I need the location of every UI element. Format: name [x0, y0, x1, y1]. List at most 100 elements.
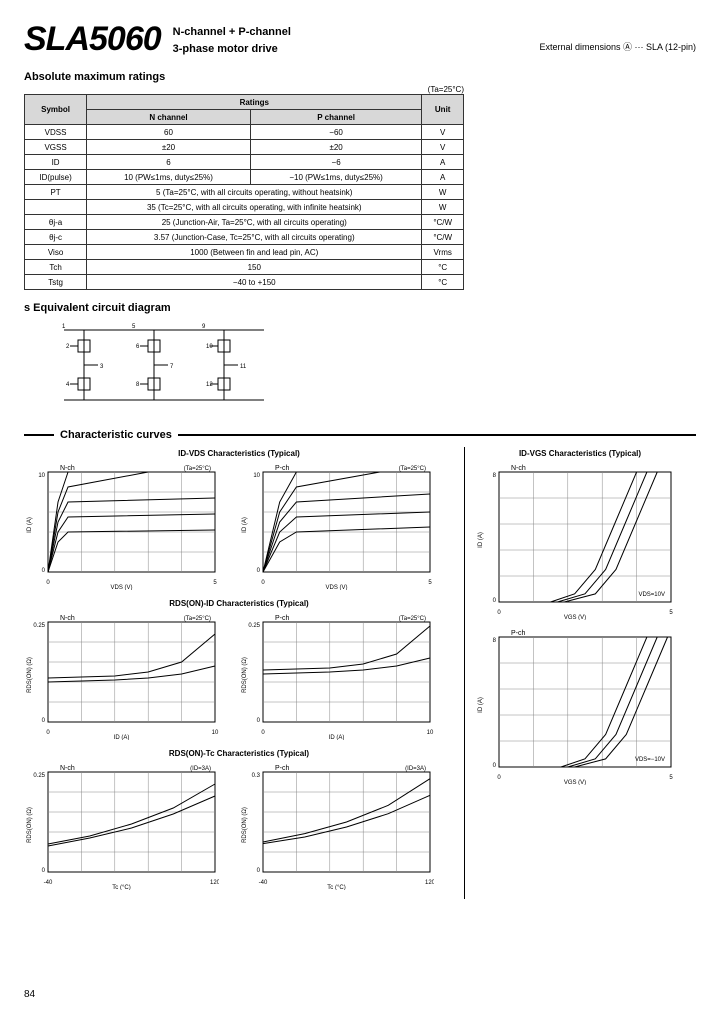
table-row: ID6−6A: [25, 155, 464, 170]
svg-text:RDS(ON) (Ω): RDS(ON) (Ω): [27, 807, 33, 843]
chart: -4012000.3P-ch(ID=3A)Tc (°C)RDS(ON) (Ω): [239, 760, 434, 890]
svg-text:(ID=3A): (ID=3A): [190, 766, 211, 772]
chart-row: -40 120 0 0.25 N-ch (ID=3A) Tc (°C) RDS(ON) (Ω)…: [24, 760, 454, 895]
circuit-title: s Equivalent circuit diagram: [24, 302, 696, 314]
svg-text:ID (A): ID (A): [478, 697, 484, 713]
svg-text:120: 120: [210, 880, 219, 886]
chart: 0508N-chVDS=10VVGS (V)ID (A): [475, 460, 675, 620]
table-row: VDSS60−60V: [25, 125, 464, 140]
curves-section: ID-VDS Characteristics (Typical) 0 5 0 10 N-c…: [24, 447, 696, 899]
svg-text:1: 1: [62, 324, 66, 330]
svg-text:RDS(ON) (Ω): RDS(ON) (Ω): [27, 657, 33, 693]
desc-line1: N-channel + P-channel: [173, 24, 291, 41]
svg-text:0: 0: [493, 763, 497, 769]
chart: 01000.25P-ch(Ta=25°C)ID (A)RDS(ON) (Ω): [239, 610, 434, 740]
svg-text:10: 10: [206, 344, 213, 350]
chart-title: ID-VDS Characteristics (Typical): [24, 449, 454, 458]
chart-cell: 0508N-chVDS=10VVGS (V)ID (A): [475, 460, 685, 625]
chart: 05010N-ch(Ta=25°C)VDS (V)ID (A): [24, 460, 219, 590]
svg-text:0: 0: [42, 718, 46, 724]
svg-text:(Ta=25°C): (Ta=25°C): [184, 466, 211, 472]
desc-line2: 3-phase motor drive: [173, 41, 291, 58]
chart-row: 0 5 0 10 N-ch (Ta=25°C) VDS (V) ID (A) 0 5 0 10 P-ch…: [24, 460, 454, 595]
chart: -40 120 0 0.25 N-ch (ID=3A) Tc (°C) RDS(ON) (Ω): [24, 760, 219, 890]
svg-text:5: 5: [428, 580, 432, 586]
col-ratings: Ratings: [87, 95, 422, 110]
col-symbol: Symbol: [25, 95, 87, 125]
svg-text:0: 0: [42, 568, 46, 574]
svg-text:10: 10: [253, 473, 260, 479]
chart-title: RDS(ON)-Tc Characteristics (Typical): [24, 749, 454, 758]
svg-text:(Ta=25°C): (Ta=25°C): [399, 616, 426, 622]
svg-text:(Ta=25°C): (Ta=25°C): [184, 616, 211, 622]
curves-title: Characteristic curves: [24, 429, 696, 441]
table-row: VGSS±20±20V: [25, 140, 464, 155]
svg-text:0.25: 0.25: [248, 623, 260, 629]
svg-text:0: 0: [257, 718, 261, 724]
svg-text:N-ch: N-ch: [60, 465, 75, 472]
table-row: PT5 (Ta=25°C, with all circuits operatin…: [25, 185, 464, 200]
svg-text:8: 8: [136, 382, 140, 388]
svg-text:Tc (°C): Tc (°C): [112, 885, 130, 890]
chart-title: ID-VGS Characteristics (Typical): [475, 449, 685, 458]
header: SLA5060 N-channel + P-channel 3-phase mo…: [24, 20, 696, 59]
svg-text:0: 0: [46, 580, 50, 586]
col-unit: Unit: [422, 95, 464, 125]
page-number: 84: [24, 989, 35, 1000]
chart-row: 0 10 0 0.25 N-ch (Ta=25°C) ID (A) RDS(ON) (Ω) 0 1…: [24, 610, 454, 745]
external-dimensions: External dimensions Ⓐ ··· SLA (12-pin): [539, 40, 696, 53]
table-row: 35 (Tc=25°C, with all circuits operating…: [25, 200, 464, 215]
svg-text:0.25: 0.25: [33, 773, 45, 779]
svg-text:12: 12: [206, 382, 213, 388]
svg-text:120: 120: [425, 880, 434, 886]
svg-text:VDS=10V: VDS=10V: [638, 592, 665, 598]
svg-text:10: 10: [427, 730, 434, 736]
svg-text:VGS (V): VGS (V): [564, 780, 586, 785]
ratings-condition: (Ta=25°C): [24, 85, 464, 94]
svg-text:(ID=3A): (ID=3A): [405, 766, 426, 772]
svg-text:P-ch: P-ch: [275, 765, 290, 772]
svg-text:5: 5: [669, 610, 673, 616]
svg-text:P-ch: P-ch: [275, 615, 290, 622]
svg-text:(Ta=25°C): (Ta=25°C): [399, 466, 426, 472]
svg-text:N-ch: N-ch: [60, 765, 75, 772]
table-row: Viso1000 (Between fin and lead pin, AC)V…: [25, 245, 464, 260]
svg-text:VDS (V): VDS (V): [325, 585, 347, 590]
svg-text:ID (A): ID (A): [242, 517, 248, 533]
svg-text:0: 0: [257, 868, 261, 874]
svg-text:ID (A): ID (A): [114, 735, 130, 740]
svg-text:P-ch: P-ch: [275, 465, 290, 472]
svg-text:11: 11: [240, 364, 247, 370]
svg-text:5: 5: [213, 580, 217, 586]
svg-text:3: 3: [100, 364, 104, 370]
svg-text:10: 10: [38, 473, 45, 479]
svg-text:0.25: 0.25: [33, 623, 45, 629]
svg-text:6: 6: [136, 344, 140, 350]
svg-text:10: 10: [212, 730, 219, 736]
table-row: θj-c3.57 (Junction-Case, Tc=25°C, with a…: [25, 230, 464, 245]
svg-text:8: 8: [493, 638, 497, 644]
svg-text:0: 0: [46, 730, 50, 736]
svg-text:VGS (V): VGS (V): [564, 615, 586, 620]
svg-text:P-ch: P-ch: [511, 630, 526, 637]
circuit-diagram: 13 24 57 68 911 1012: [54, 320, 696, 415]
col-nch: N channel: [87, 110, 251, 125]
svg-text:0: 0: [497, 610, 501, 616]
chart: 0508P-chVDS=−10VVGS (V)ID (A): [475, 625, 675, 785]
svg-text:0: 0: [42, 868, 46, 874]
svg-text:N-ch: N-ch: [60, 615, 75, 622]
svg-text:VDS=−10V: VDS=−10V: [635, 757, 665, 763]
svg-text:Tc (°C): Tc (°C): [327, 885, 345, 890]
svg-text:RDS(ON) (Ω): RDS(ON) (Ω): [242, 807, 248, 843]
svg-text:4: 4: [66, 382, 70, 388]
part-number: SLA5060: [24, 20, 161, 59]
svg-text:0: 0: [257, 568, 261, 574]
svg-text:VDS (V): VDS (V): [110, 585, 132, 590]
ratings-table: Symbol Ratings Unit N channel P channel …: [24, 94, 464, 290]
curves-right-col: ID-VGS Characteristics (Typical)0508N-ch…: [475, 447, 685, 899]
svg-text:0: 0: [261, 580, 265, 586]
svg-text:RDS(ON) (Ω): RDS(ON) (Ω): [242, 657, 248, 693]
col-pch: P channel: [250, 110, 422, 125]
svg-text:-40: -40: [44, 880, 53, 886]
table-row: ID(pulse)10 (PW≤1ms, duty≤25%)−10 (PW≤1m…: [25, 170, 464, 185]
